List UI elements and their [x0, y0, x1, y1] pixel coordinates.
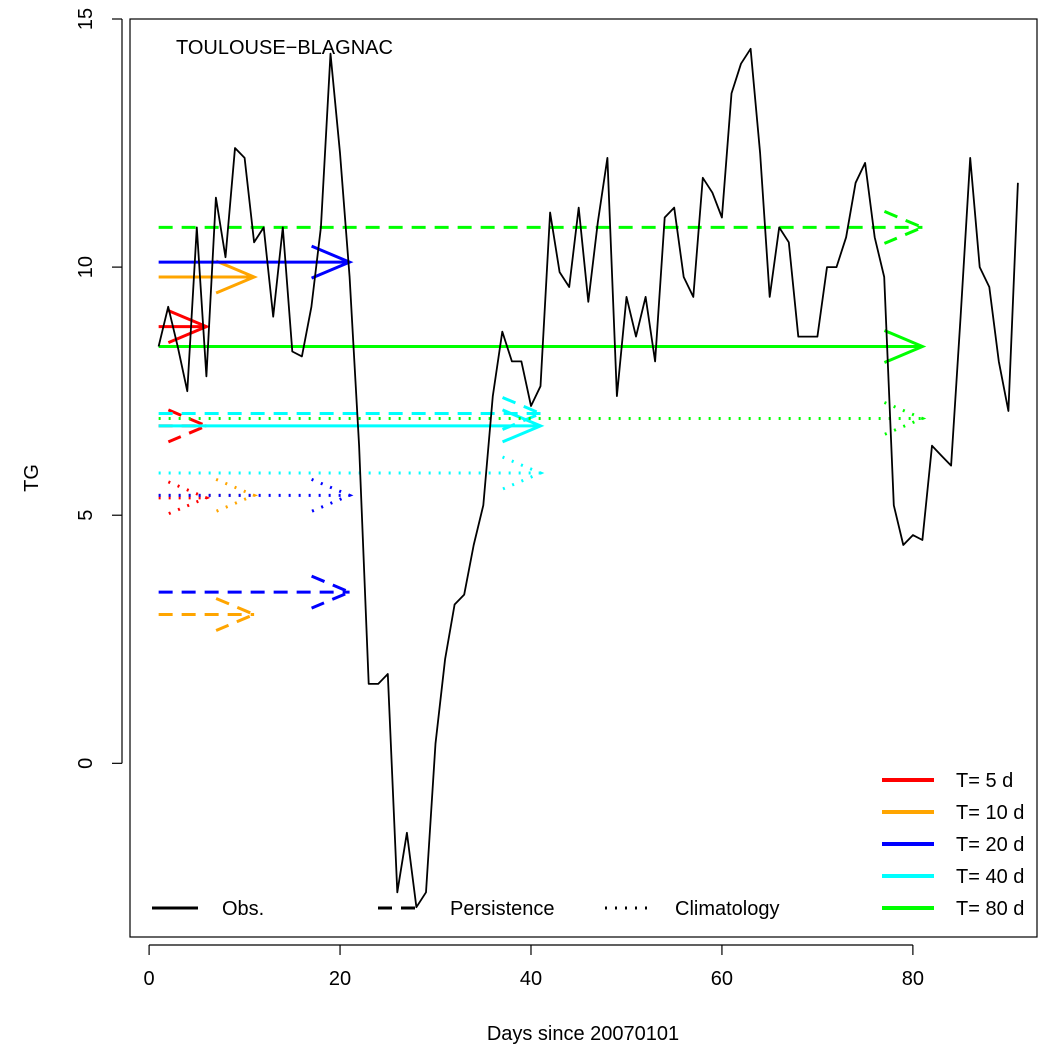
- legend-horizon-t-5-d: T= 5 d: [882, 770, 1013, 792]
- y-tick-label: 5: [75, 510, 97, 521]
- x-axis-label: Days since 20070101: [487, 1023, 679, 1045]
- forecast-arrow-t-10-d-obs: [158, 259, 258, 295]
- legend-method-persistence: Persistence: [378, 898, 555, 920]
- arrow-head: [501, 396, 545, 431]
- x-tick-label: 40: [520, 968, 542, 990]
- legend-label: Climatology: [675, 898, 779, 920]
- x-tick-label: 80: [902, 968, 924, 990]
- arrow-head: [883, 401, 927, 436]
- legend-label: T= 80 d: [956, 898, 1024, 920]
- arrow-head: [215, 259, 258, 295]
- arrow-head: [167, 480, 211, 516]
- method-legend: Obs. Persistence Climatology: [152, 898, 779, 920]
- y-tick-label: 10: [75, 256, 97, 278]
- x-tick-label: 20: [329, 968, 351, 990]
- arrow-head: [501, 455, 545, 491]
- legend-label: Obs.: [222, 898, 264, 920]
- legend-horizon-t-20-d: T= 20 d: [882, 834, 1024, 856]
- y-axis: 0 5 10 15: [75, 8, 123, 769]
- arrow-head: [215, 597, 258, 632]
- forecast-arrows: [158, 210, 927, 632]
- arrow-head: [167, 309, 211, 345]
- arrow-head: [883, 329, 927, 364]
- forecast-arrow-t-5-d-climatology: [158, 480, 211, 516]
- legend-method-climatology: Climatology: [605, 898, 779, 920]
- arrow-head: [311, 477, 354, 513]
- observation-series: [157, 47, 1019, 909]
- forecast-arrow-t-10-d-climatology: [158, 477, 258, 513]
- x-axis: 0 20 40 60 80: [144, 944, 924, 990]
- y-tick-label: 0: [75, 758, 97, 769]
- legend-label: T= 40 d: [956, 866, 1024, 888]
- forecast-arrow-t-40-d-persistence: [158, 396, 545, 431]
- legend-label: Persistence: [450, 898, 555, 920]
- forecast-arrow-t-40-d-obs: [158, 408, 545, 444]
- forecast-arrow-t-5-d-obs: [158, 309, 211, 345]
- forecast-arrow-t-20-d-obs: [158, 244, 354, 280]
- arrow-head: [167, 408, 211, 444]
- forecast-arrow-t-80-d-climatology: [158, 401, 927, 436]
- forecast-arrow-t-80-d-obs: [158, 329, 927, 364]
- legend-label: T= 20 d: [956, 834, 1024, 856]
- plot-frame: [129, 18, 1038, 938]
- arrow-head: [501, 408, 545, 444]
- y-tick-label: 15: [75, 8, 97, 30]
- x-tick-label: 0: [144, 968, 155, 990]
- obs-series-line: [157, 47, 1019, 909]
- station-title: TOULOUSE−BLAGNAC: [176, 37, 393, 59]
- legend-label: T= 5 d: [956, 770, 1013, 792]
- legend-horizon-t-80-d: T= 80 d: [882, 898, 1024, 920]
- forecast-arrow-t-10-d-persistence: [158, 597, 258, 632]
- arrow-head: [215, 477, 258, 513]
- legend-method-obs: Obs.: [152, 898, 264, 920]
- forecast-arrow-t-80-d-persistence: [158, 210, 927, 245]
- x-tick-label: 60: [711, 968, 733, 990]
- horizon-legend: T= 5 d T= 10 d T= 20 d T= 40 d T= 80 d: [882, 770, 1024, 920]
- forecast-arrow-t-20-d-persistence: [158, 574, 354, 610]
- arrow-head: [883, 210, 927, 245]
- y-axis-label: TG: [21, 464, 43, 492]
- forecast-arrow-t-40-d-climatology: [158, 455, 545, 491]
- legend-label: T= 10 d: [956, 802, 1024, 824]
- arrow-head: [311, 244, 354, 280]
- arrow-head: [311, 574, 354, 610]
- legend-horizon-t-40-d: T= 40 d: [882, 866, 1024, 888]
- legend-horizon-t-10-d: T= 10 d: [882, 802, 1024, 824]
- forecast-arrow-t-20-d-climatology: [158, 477, 354, 513]
